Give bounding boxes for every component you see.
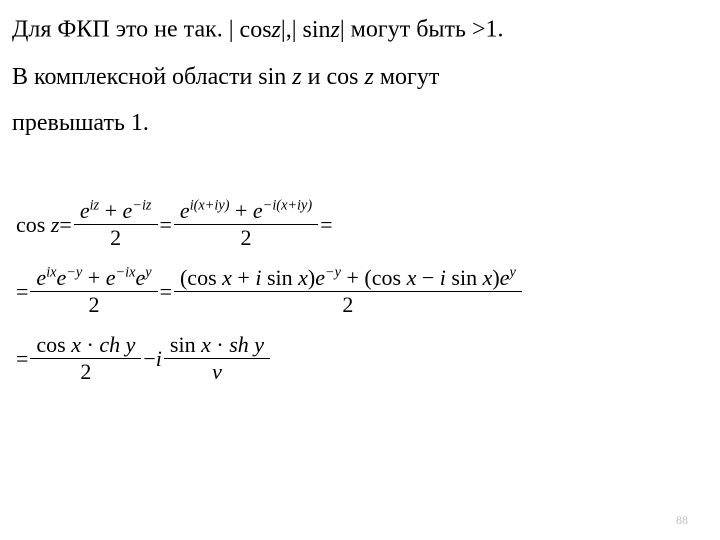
lhs-z: z (51, 214, 60, 236)
f4x1b: x (298, 265, 308, 290)
f3sb: −y (66, 265, 82, 281)
f6d: · (211, 332, 229, 357)
text-line-3: превышать 1. (12, 110, 149, 137)
f4e1: e (315, 265, 325, 290)
eq2-mid: = (160, 281, 172, 303)
f4x2: x (407, 265, 417, 290)
frac-4-den: 2 (174, 292, 522, 316)
l2-pre: В комплексной области sin (12, 64, 292, 90)
f3c: e (106, 265, 116, 290)
f2a: e (180, 198, 190, 223)
f2sa: i(x+iy) (190, 198, 230, 214)
f5cos: cos (36, 332, 65, 357)
f4m2: − (416, 265, 439, 290)
frac-6: sin x · sh y v (164, 334, 270, 383)
f4se2: y (509, 265, 515, 281)
f2b: e (253, 198, 263, 223)
l1-pre: Для ФКП это не так. (12, 17, 229, 43)
equation-block: cos z = eiz + e−iz 2 = ei(x+iy) + e−i(x+… (16, 200, 716, 401)
frac-3-num: eixe−y + e−ixey (30, 267, 157, 292)
f2p: + (230, 198, 253, 223)
f4x1: x (222, 265, 232, 290)
f3sa: ix (46, 265, 56, 281)
l1-z1: z (272, 17, 281, 44)
l1-after: | (340, 17, 345, 44)
text-line-1: Для ФКП это не так. | cos z |,| sin z | … (12, 16, 504, 44)
frac-2-den: 2 (174, 225, 318, 249)
f1sa: iz (90, 198, 100, 214)
f6sh: sh (229, 332, 249, 357)
lhs-cos: cos (16, 214, 45, 236)
f4x2b: x (483, 265, 493, 290)
frac-1-num: eiz + e−iz (74, 200, 158, 225)
frac-6-den: v (164, 359, 270, 383)
l1-mid: |,| sin (281, 17, 331, 44)
f1p: + (99, 198, 122, 223)
frac-5-den: 2 (30, 359, 141, 383)
f1a: e (80, 198, 90, 223)
f3a: e (36, 265, 46, 290)
eq-row-3: = cos x · ch y 2 − i sin x · sh y v (16, 334, 716, 383)
f4m1: + (232, 265, 255, 290)
f4s2: sin (446, 265, 477, 290)
eq1-trail: = (320, 214, 332, 236)
f4c2: ) (492, 265, 499, 290)
f5x: x (71, 332, 81, 357)
frac-3-den: 2 (30, 292, 157, 316)
l2-z2: z (364, 64, 373, 90)
f5ch: ch (99, 332, 120, 357)
eq2-lead: = (16, 281, 28, 303)
f4e2: e (500, 265, 510, 290)
frac-4-num: (cos x + i sin x)e−y + (cos x − i sin x)… (174, 267, 522, 292)
f4plus: + (341, 265, 364, 290)
frac-2-num: ei(x+iy) + e−i(x+iy) (174, 200, 318, 225)
l2-z1: z (292, 64, 301, 90)
f2sb: −i(x+iy) (263, 198, 312, 214)
frac-2: ei(x+iy) + e−i(x+iy) 2 (174, 200, 318, 249)
f4p2: (cos (364, 265, 401, 290)
f3d: e (135, 265, 145, 290)
l2-mid: и cos (302, 64, 365, 90)
frac-6-num: sin x · sh y (164, 334, 270, 359)
frac-4: (cos x + i sin x)e−y + (cos x − i sin x)… (174, 267, 522, 316)
f3p: + (82, 265, 105, 290)
f5y: y (126, 332, 136, 357)
l1-cos: | cos (229, 17, 272, 44)
l1-eq: | cos z |,| sin z | (229, 16, 345, 44)
l1-post: могут быть >1. (351, 17, 504, 43)
eq3-i: i (156, 348, 162, 370)
frac-5-num: cos x · ch y (30, 334, 141, 359)
f4s1: sin (261, 265, 292, 290)
f6sin: sin (170, 332, 196, 357)
f6y: y (254, 332, 264, 357)
f4se1: −y (325, 265, 341, 281)
l1-z2: z (331, 17, 340, 44)
slide: Для ФКП это не так. | cos z |,| sin z | … (0, 0, 720, 540)
eq1-eq2: = (160, 214, 172, 236)
f1sb: −iz (132, 198, 151, 214)
eq-row-1: cos z = eiz + e−iz 2 = ei(x+iy) + e−i(x+… (16, 200, 716, 249)
eq3-minus: − (143, 348, 155, 370)
f3sc: −ix (115, 265, 135, 281)
page-number: 88 (676, 513, 688, 528)
eq-lhs: cos z = (16, 214, 72, 236)
f3sd: y (145, 265, 151, 281)
f1b: e (123, 198, 133, 223)
f5d: · (81, 332, 99, 357)
f6x: x (201, 332, 211, 357)
f3b: e (57, 265, 67, 290)
eq3-lead: = (16, 348, 28, 370)
lhs-eq: = (59, 214, 71, 236)
eq-row-2: = eixe−y + e−ixey 2 = (cos x + i sin x)e… (16, 267, 716, 316)
frac-1-den: 2 (74, 225, 158, 249)
l2-post: могут (374, 64, 440, 90)
f4p1: (cos (180, 265, 217, 290)
text-line-2: В комплексной области sin z и cos z могу… (12, 64, 439, 91)
frac-5: cos x · ch y 2 (30, 334, 141, 383)
l3-text: превышать 1. (12, 110, 149, 136)
frac-1: eiz + e−iz 2 (74, 200, 158, 249)
frac-3: eixe−y + e−ixey 2 (30, 267, 157, 316)
